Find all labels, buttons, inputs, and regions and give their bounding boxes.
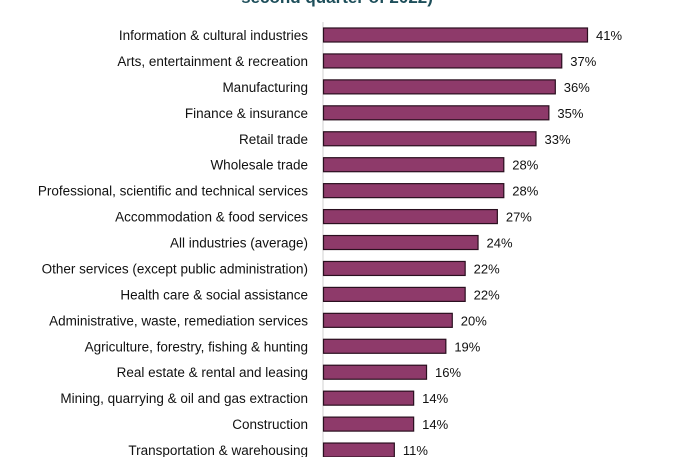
data-label: 16% bbox=[435, 365, 461, 380]
category-label: Administrative, waste, remediation servi… bbox=[49, 313, 308, 328]
category-label: Health care & social assistance bbox=[120, 287, 308, 302]
category-label: All industries (average) bbox=[170, 236, 308, 251]
category-label: Wholesale trade bbox=[210, 158, 308, 173]
data-label: 35% bbox=[557, 106, 583, 121]
data-label: 37% bbox=[570, 54, 596, 69]
bar bbox=[322, 416, 415, 432]
category-label: Mining, quarrying & oil and gas extracti… bbox=[60, 391, 308, 406]
bar bbox=[322, 364, 428, 380]
chart-title: second quarter of 2022) bbox=[0, 0, 674, 8]
category-label: Real estate & rental and leasing bbox=[117, 365, 308, 380]
bar bbox=[322, 234, 479, 251]
category-label: Agriculture, forestry, fishing & hunting bbox=[85, 339, 308, 354]
category-label: Arts, entertainment & recreation bbox=[117, 54, 308, 69]
data-label: 22% bbox=[474, 261, 500, 276]
bar bbox=[322, 27, 589, 43]
bar bbox=[322, 260, 466, 277]
category-label: Manufacturing bbox=[222, 80, 308, 95]
data-label: 24% bbox=[487, 236, 513, 251]
category-label: Accommodation & food services bbox=[115, 210, 308, 225]
bar bbox=[322, 208, 498, 225]
bar bbox=[322, 105, 550, 121]
bar bbox=[322, 131, 537, 147]
bar bbox=[322, 312, 453, 328]
bar bbox=[322, 183, 505, 199]
data-label: 14% bbox=[422, 417, 448, 432]
data-label: 28% bbox=[512, 158, 538, 173]
bar bbox=[322, 53, 563, 69]
category-label: Construction bbox=[232, 417, 308, 432]
data-label: 36% bbox=[564, 80, 590, 95]
data-label: 28% bbox=[512, 184, 538, 199]
category-label: Professional, scientific and technical s… bbox=[38, 184, 308, 199]
data-label: 33% bbox=[544, 132, 570, 147]
bar bbox=[322, 286, 466, 302]
bar bbox=[322, 79, 556, 95]
category-label: Finance & insurance bbox=[185, 106, 308, 121]
data-label: 20% bbox=[461, 313, 487, 328]
bar bbox=[322, 338, 447, 354]
category-label: Other services (except public administra… bbox=[42, 261, 308, 276]
data-label: 11% bbox=[403, 443, 428, 457]
category-label: Transportation & warehousing bbox=[128, 443, 308, 457]
data-label: 22% bbox=[474, 287, 500, 302]
data-label: 14% bbox=[422, 391, 448, 406]
bar bbox=[322, 390, 415, 406]
data-label: 19% bbox=[454, 339, 480, 354]
category-label: Retail trade bbox=[239, 132, 308, 147]
data-label: 41% bbox=[596, 28, 622, 43]
category-label: Information & cultural industries bbox=[119, 28, 308, 43]
bar bbox=[322, 157, 505, 173]
bar bbox=[322, 442, 395, 457]
data-label: 27% bbox=[506, 210, 532, 225]
